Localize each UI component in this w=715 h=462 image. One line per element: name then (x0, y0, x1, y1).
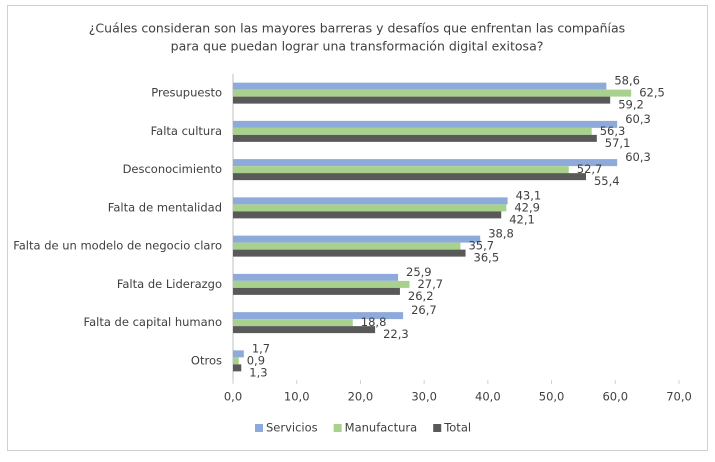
data-label: 57,1 (605, 136, 631, 150)
data-label: 25,9 (406, 265, 432, 279)
data-label: 42,9 (514, 200, 540, 214)
x-tick-label: 20,0 (348, 390, 374, 404)
data-label: 62,5 (639, 86, 665, 100)
bar (233, 319, 353, 327)
bar (233, 312, 404, 320)
bar (233, 350, 244, 358)
data-label: 42,1 (509, 212, 535, 226)
x-tick-label: 40,0 (475, 390, 501, 404)
data-label: 1,3 (249, 365, 267, 379)
legend-swatch (433, 424, 442, 432)
data-label: 55,4 (594, 174, 620, 188)
bar (233, 287, 400, 295)
bar (233, 159, 618, 167)
data-label: 35,7 (468, 239, 494, 253)
data-label: 22,3 (383, 327, 409, 341)
legend-swatch (255, 424, 263, 432)
legend-label: Total (443, 421, 471, 435)
data-label: 18,8 (361, 315, 387, 329)
x-tick-label: 70,0 (666, 390, 692, 404)
data-label: 43,1 (516, 188, 542, 202)
chart-title: ¿Cuáles consideran son las mayores barre… (89, 21, 625, 36)
legend-label: Manufactura (345, 421, 418, 435)
bar (233, 235, 481, 243)
y-tick-label: Falta cultura (151, 124, 222, 138)
y-tick-label: Falta de un modelo de negocio claro (13, 239, 222, 253)
bar (233, 280, 410, 288)
bar (233, 242, 461, 250)
x-tick-label: 10,0 (284, 390, 310, 404)
data-label: 52,7 (577, 162, 603, 176)
chart-border (7, 5, 708, 451)
y-tick-label: Desconocimiento (123, 162, 222, 176)
x-tick-label: 60,0 (602, 390, 628, 404)
chart-title: para que puedan lograr una transformació… (171, 39, 544, 54)
bar (233, 357, 239, 365)
data-label: 60,3 (625, 150, 651, 164)
x-tick-label: 30,0 (411, 390, 437, 404)
bar (233, 89, 632, 97)
bar (233, 326, 376, 334)
data-label: 38,8 (488, 227, 514, 241)
bar (233, 134, 597, 142)
data-label: 36,5 (474, 251, 500, 265)
data-label: 60,3 (625, 112, 651, 126)
bar (233, 211, 502, 219)
bar (233, 197, 508, 205)
data-label: 26,2 (408, 289, 434, 303)
bar (233, 364, 242, 372)
data-label: 56,3 (600, 124, 626, 138)
data-label: 58,6 (614, 74, 640, 88)
data-label: 26,7 (411, 303, 437, 317)
y-tick-label: Falta de mentalidad (108, 200, 222, 214)
y-tick-label: Presupuesto (151, 86, 222, 100)
bar (233, 249, 466, 257)
x-tick-label: 50,0 (539, 390, 565, 404)
y-tick-label: Otros (191, 353, 222, 367)
bar (233, 120, 618, 128)
data-label: 59,2 (618, 98, 644, 112)
y-tick-label: Falta de Liderazgo (117, 277, 222, 291)
legend-swatch (333, 424, 342, 432)
bar (233, 173, 586, 181)
data-label: 27,7 (417, 277, 443, 291)
x-tick-label: 0,0 (224, 390, 242, 404)
bar (233, 127, 592, 135)
y-tick-label: Falta de capital humano (84, 315, 222, 329)
legend-label: Servicios (266, 421, 318, 435)
data-label: 0,9 (247, 353, 265, 367)
bar (233, 273, 399, 281)
bar (233, 82, 607, 90)
bar (233, 204, 507, 212)
bar (233, 166, 569, 174)
bar (233, 96, 611, 104)
data-label: 1,7 (252, 341, 270, 355)
